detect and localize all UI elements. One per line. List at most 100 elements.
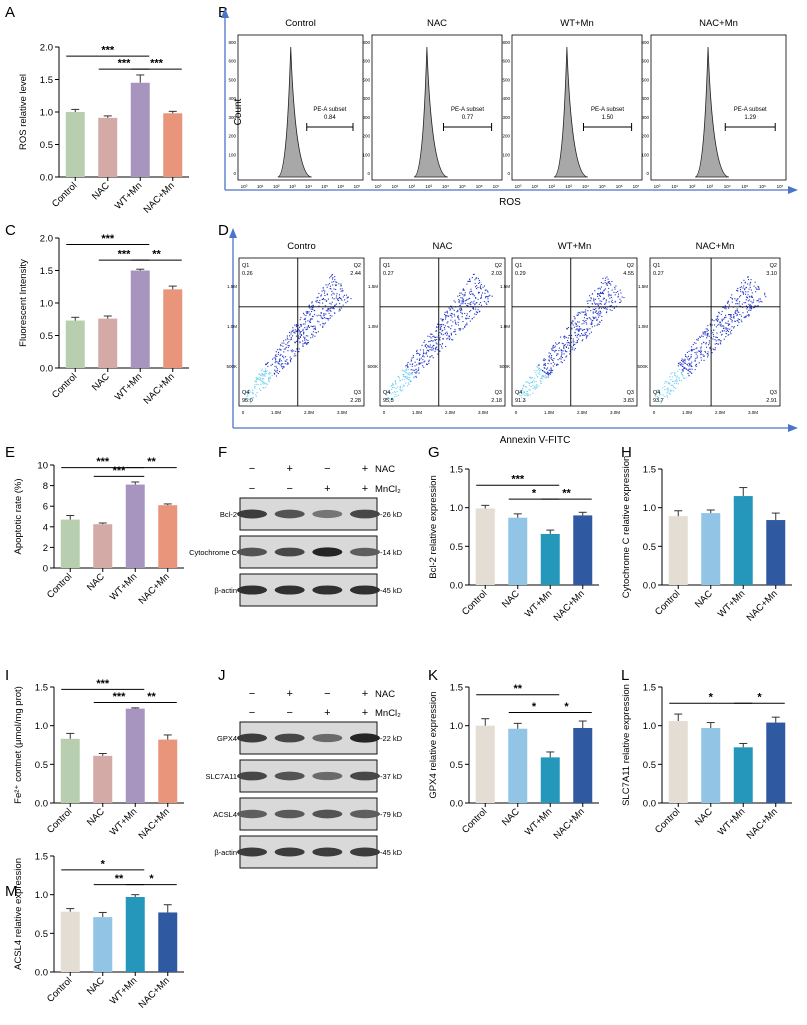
event-dot <box>279 348 281 350</box>
event-dot <box>403 385 406 387</box>
dotplot-x-tick: 2.0M <box>445 410 455 415</box>
bar-nac-mn <box>766 520 786 585</box>
event-dot <box>565 336 567 339</box>
event-dot <box>526 386 528 388</box>
event-dot <box>409 373 411 375</box>
event-dot <box>439 324 441 326</box>
event-dot <box>670 389 672 391</box>
q2-label: Q2 <box>354 263 361 269</box>
event-dot <box>693 342 695 344</box>
event-dot <box>571 349 573 351</box>
event-dot <box>679 364 681 366</box>
event-dot <box>568 334 570 337</box>
bar-control <box>475 508 495 585</box>
event-dot <box>756 300 758 302</box>
event-dot <box>263 383 265 385</box>
event-dot <box>474 282 476 284</box>
event-dot <box>442 334 444 336</box>
event-dot <box>491 295 493 297</box>
event-dot <box>324 299 326 301</box>
event-dot <box>666 381 668 383</box>
event-dot <box>327 307 329 310</box>
event-dot <box>342 296 344 298</box>
event-dot <box>578 321 580 323</box>
event-dot <box>657 390 659 392</box>
q4-label: Q4 <box>653 390 660 396</box>
event-dot <box>582 339 584 341</box>
event-dot <box>434 338 436 341</box>
event-dot <box>706 333 708 335</box>
bar-nac <box>508 728 528 803</box>
event-dot <box>755 287 757 289</box>
event-dot <box>484 292 486 294</box>
event-dot <box>303 318 305 320</box>
event-dot <box>717 339 719 341</box>
event-dot <box>390 392 392 394</box>
event-dot <box>756 305 758 307</box>
event-dot <box>725 330 727 332</box>
event-dot <box>402 370 404 372</box>
event-dot <box>479 281 481 283</box>
event-dot <box>690 363 692 365</box>
significance-label: * <box>564 701 569 713</box>
panel-label-i: I <box>5 667 9 684</box>
event-dot <box>702 335 704 338</box>
y-axis-label: Cytochrome C relative expression <box>621 456 632 599</box>
bar-control <box>60 911 80 972</box>
event-dot <box>455 322 457 324</box>
event-dot <box>688 359 690 361</box>
event-dot <box>569 353 571 355</box>
event-dot <box>265 386 267 388</box>
event-dot <box>713 349 715 351</box>
event-dot <box>701 343 703 345</box>
event-dot <box>280 364 282 366</box>
event-dot <box>428 362 430 364</box>
event-dot <box>255 381 258 383</box>
event-dot <box>750 300 752 302</box>
event-dot <box>441 343 444 345</box>
event-dot <box>470 305 472 307</box>
event-dot <box>303 332 305 334</box>
event-dot <box>347 296 350 298</box>
event-dot <box>730 318 732 320</box>
panel-label-a: A <box>5 4 15 21</box>
event-dot <box>462 293 464 295</box>
event-dot <box>560 356 562 358</box>
dotplot-panel-wt-mn: WT+MnQ10.29Q24.55Q33.83Q491.31.5M1.0M500… <box>499 241 638 415</box>
event-dot <box>719 331 721 333</box>
event-dot <box>305 311 307 313</box>
flow-cytometry-apoptosis: Propidium IodideAnnexin V-FITCControQ10.… <box>226 228 798 446</box>
histogram-y-tick: 100 <box>362 152 370 157</box>
event-dot <box>534 369 536 372</box>
event-dot <box>249 399 251 401</box>
event-dot <box>574 332 576 334</box>
event-dot <box>319 299 321 301</box>
event-dot <box>587 328 589 330</box>
event-dot <box>597 303 599 305</box>
event-dot <box>670 379 672 381</box>
event-dot <box>583 334 585 336</box>
event-dot <box>317 296 319 298</box>
event-dot <box>285 343 287 345</box>
event-dot <box>599 310 601 312</box>
x-tick-label-control: Control <box>653 588 682 617</box>
significance-label: * <box>757 692 762 704</box>
event-dot <box>595 308 597 310</box>
event-dot <box>333 281 335 283</box>
event-dot <box>473 300 475 302</box>
event-dot <box>440 327 442 329</box>
event-dot <box>425 353 427 355</box>
event-dot <box>252 392 254 394</box>
event-dot <box>605 311 608 314</box>
event-dot <box>567 337 569 339</box>
event-dot <box>298 338 300 340</box>
event-dot <box>608 301 610 303</box>
event-dot <box>309 314 311 316</box>
event-dot <box>715 319 717 321</box>
event-dot <box>454 315 456 317</box>
event-dot <box>723 330 725 332</box>
event-dot <box>422 355 424 357</box>
event-dot <box>664 382 666 384</box>
